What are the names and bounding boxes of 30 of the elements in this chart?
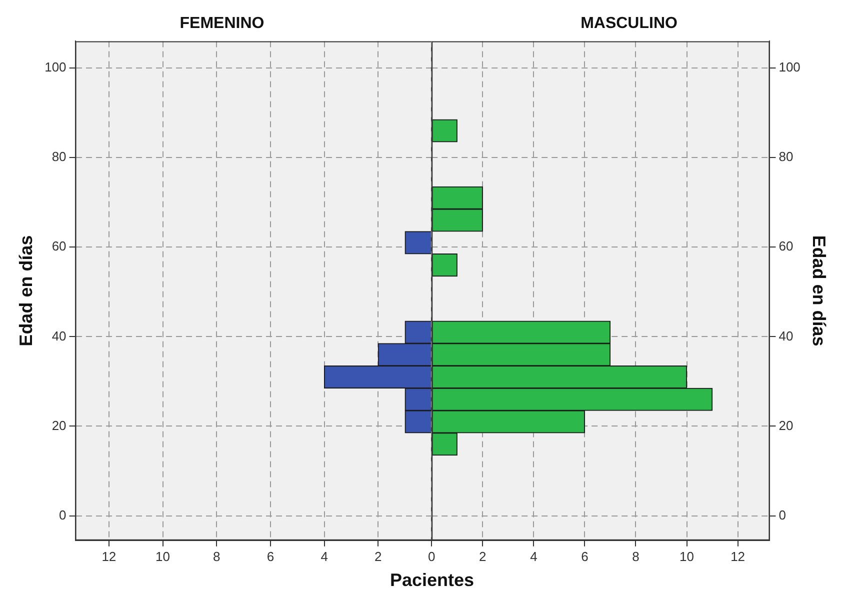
x-tick-label: 12 [102,548,116,564]
x-tick-label: 12 [730,548,746,564]
x-tick-label: 8 [632,548,640,564]
x-tick-label: 6 [581,548,588,564]
y-tick-label: 0 [778,507,786,522]
x-tick-label: 4 [530,548,538,564]
x-tick-label: 4 [320,548,328,564]
chart-title: MASCULINO [580,15,678,32]
y-tick-label: 0 [59,507,66,522]
x-tick-label: 2 [374,548,382,564]
y-tick-label: 40 [52,328,66,344]
x-tick-label: 6 [266,548,274,564]
y-tick-label: 60 [52,238,66,254]
y-tick-label: 80 [778,149,794,164]
y-tick-label: 80 [52,149,66,164]
y-tick-label: 40 [778,328,794,344]
y-axis-title: Edad en días [809,235,830,346]
x-tick-label: 8 [213,548,220,564]
x-tick-label: 10 [680,548,694,564]
y-tick-label: 100 [778,60,800,75]
y-tick-label: 100 [44,60,66,75]
x-tick-label: 10 [156,548,170,564]
y-tick-label: 20 [52,418,66,433]
x-tick-label: 2 [479,548,486,564]
chart-title: FEMENINO [180,15,264,32]
y-axis-title: Edad en días [16,235,36,346]
x-axis-title: Pacientes [388,570,476,591]
x-tick-label: 0 [428,548,436,564]
y-tick-label: 60 [778,238,794,254]
y-tick-label: 20 [778,418,794,433]
